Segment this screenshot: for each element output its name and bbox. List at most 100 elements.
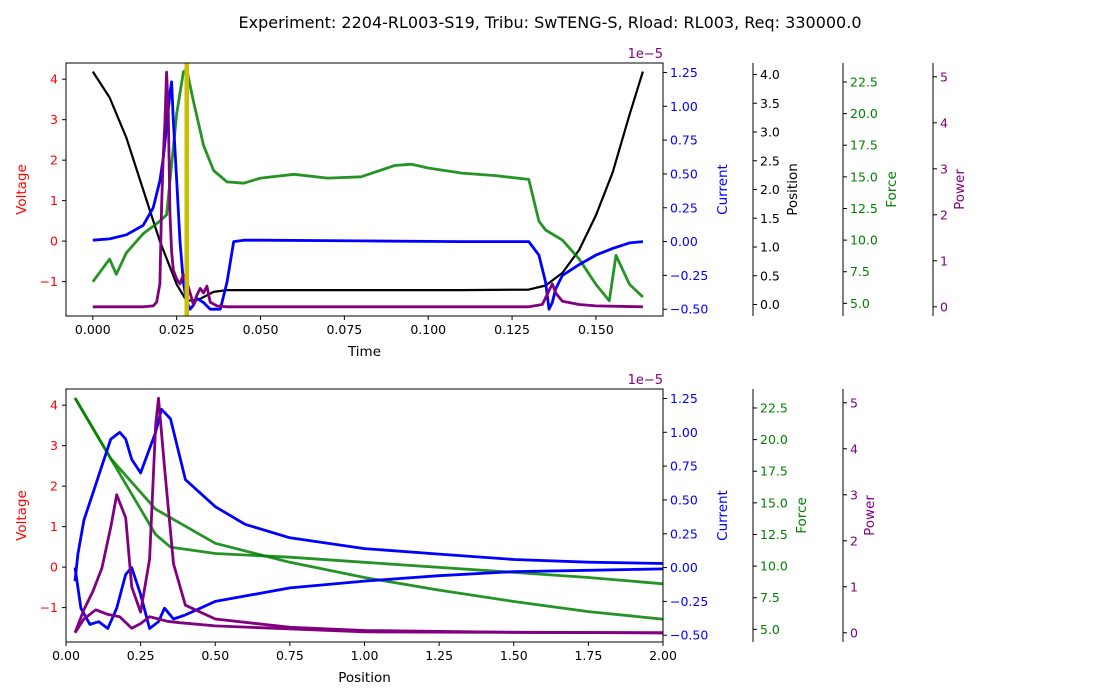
current-axis-label: Current — [715, 490, 731, 541]
force-tick-label: 20.0 — [850, 106, 878, 121]
current-exponent-label: 1e−5 — [628, 373, 663, 388]
voltage-tick-label: 2 — [50, 153, 58, 168]
current-axis: −0.50 −0.25 0.00 0.25 0.50 0.75 1.00 1.25 Curren… — [628, 47, 731, 317]
power-tick-label: 4 — [940, 115, 948, 130]
voltage-tick-label: −1 — [40, 274, 58, 289]
current-tick-label: 0.50 — [670, 166, 698, 181]
current-tick-label: 0.75 — [670, 133, 698, 148]
current-tick-label: −0.50 — [670, 628, 708, 643]
x-tick-label: 1.00 — [351, 648, 379, 663]
force-tick-label: 20.0 — [760, 432, 788, 447]
power-axis: 0 1 2 3 4 5 Power — [932, 63, 968, 316]
voltage-tick-label: 0 — [50, 560, 58, 575]
current-tick-label: −0.50 — [670, 302, 708, 317]
force-axis: 5.0 7.5 10.0 12.5 15.0 17.5 20.0 22.5 Force — [752, 389, 810, 642]
force-tick-label: 22.5 — [760, 400, 788, 415]
power-tick-label: 5 — [940, 69, 948, 84]
force-tick-label: 7.5 — [850, 264, 870, 279]
x-tick-label: 0.50 — [201, 648, 229, 663]
power-axis-label: Power — [862, 495, 878, 536]
position-tick-label: 3.0 — [760, 125, 780, 140]
x-tick-label: 0.75 — [276, 648, 304, 663]
power-tick-label: 3 — [940, 161, 948, 176]
x-tick-label: 0.050 — [243, 322, 279, 337]
current-axis-label: Current — [715, 164, 731, 215]
power-tick-label: 2 — [850, 533, 858, 548]
x-tick-label: 0.00 — [52, 648, 80, 663]
position-axis-label: Position — [785, 163, 801, 216]
voltage-tick-label: 2 — [50, 479, 58, 494]
x-tick-label: 1.75 — [574, 648, 602, 663]
current-tick-label: 0.75 — [670, 459, 698, 474]
force-tick-label: 22.5 — [850, 74, 878, 89]
voltage-tick-label: 0 — [50, 234, 58, 249]
force-tick-label: 12.5 — [850, 201, 878, 216]
current-tick-label: 0.25 — [670, 200, 698, 215]
current-tick-label: 1.00 — [670, 99, 698, 114]
voltage-tick-label: 1 — [50, 193, 58, 208]
position-series-line — [91, 71, 644, 303]
current-tick-label: −0.25 — [670, 268, 708, 283]
x-tick-label: 0.125 — [494, 322, 530, 337]
voltage-axis: −1 0 1 2 3 4 Voltage — [14, 72, 66, 289]
force-axis-label: Force — [794, 497, 810, 534]
x-tick-label: 1.50 — [500, 648, 528, 663]
force-series-line — [73, 397, 664, 621]
voltage-tick-label: 3 — [50, 112, 58, 127]
power-axis-label: Power — [952, 169, 968, 210]
position-tick-label: 2.0 — [760, 182, 780, 197]
power-series-line — [73, 396, 664, 635]
current-tick-label: 0.25 — [670, 526, 698, 541]
voltage-tick-label: 4 — [50, 72, 58, 87]
force-series-line — [91, 67, 644, 303]
x-tick-label: 1.25 — [425, 648, 453, 663]
position-tick-label: 0.0 — [760, 297, 780, 312]
current-axis: −0.50 −0.25 0.00 0.25 0.50 0.75 1.00 1.25 Curren… — [628, 373, 731, 643]
power-tick-label: 0 — [940, 299, 948, 314]
force-axis: 5.0 7.5 10.0 12.5 15.0 17.5 20.0 22.5 Force — [842, 63, 900, 316]
voltage-tick-label: −1 — [40, 600, 58, 615]
position-tick-label: 1.0 — [760, 240, 780, 255]
force-axis-label: Force — [884, 171, 900, 208]
force-tick-label: 10.0 — [850, 233, 878, 248]
x-axis-label: Position — [338, 670, 391, 686]
force-tick-label: 17.5 — [850, 138, 878, 153]
current-tick-label: 1.25 — [670, 391, 698, 406]
power-axis: 0 1 2 3 4 5 Power — [842, 389, 878, 642]
current-tick-label: −0.25 — [670, 594, 708, 609]
current-tick-label: 1.25 — [670, 65, 698, 80]
force-tick-label: 15.0 — [760, 495, 788, 510]
force-series-line — [73, 397, 664, 586]
time-panel: 0.000 0.025 0.050 0.075 0.100 0.125 0.150Time−… — [14, 47, 968, 360]
voltage-tick-label: 4 — [50, 398, 58, 413]
plot-area — [91, 67, 644, 311]
power-tick-label: 3 — [850, 487, 858, 502]
power-tick-label: 0 — [850, 625, 858, 640]
position-tick-label: 2.5 — [760, 153, 780, 168]
power-tick-label: 1 — [940, 253, 948, 268]
current-series-line — [73, 407, 664, 582]
power-tick-label: 1 — [850, 579, 858, 594]
x-tick-label: 2.00 — [649, 648, 677, 663]
axes-frame — [65, 62, 664, 317]
x-tick-label: 0.100 — [410, 322, 446, 337]
current-series-line — [73, 566, 664, 630]
position-tick-label: 1.5 — [760, 211, 780, 226]
chart-title: Experiment: 2204-RL003-S19, Tribu: SwTEN… — [238, 13, 861, 32]
force-tick-label: 10.0 — [760, 559, 788, 574]
position-axis: 0.0 0.5 1.0 1.5 2.0 2.5 3.0 3.5 4.0 Position — [752, 63, 801, 316]
x-tick-label: 0.000 — [75, 322, 111, 337]
x-tick-label: 0.025 — [159, 322, 195, 337]
power-tick-label: 5 — [850, 395, 858, 410]
position-tick-label: 4.0 — [760, 67, 780, 82]
voltage-tick-label: 1 — [50, 519, 58, 534]
force-tick-label: 7.5 — [760, 590, 780, 605]
x-tick-label: 0.075 — [326, 322, 362, 337]
x-tick-label: 0.25 — [127, 648, 155, 663]
force-tick-label: 5.0 — [850, 296, 870, 311]
force-tick-label: 15.0 — [850, 169, 878, 184]
current-tick-label: 0.50 — [670, 492, 698, 507]
voltage-axis: −1 0 1 2 3 4 Voltage — [14, 398, 66, 615]
power-series-line — [73, 608, 664, 635]
